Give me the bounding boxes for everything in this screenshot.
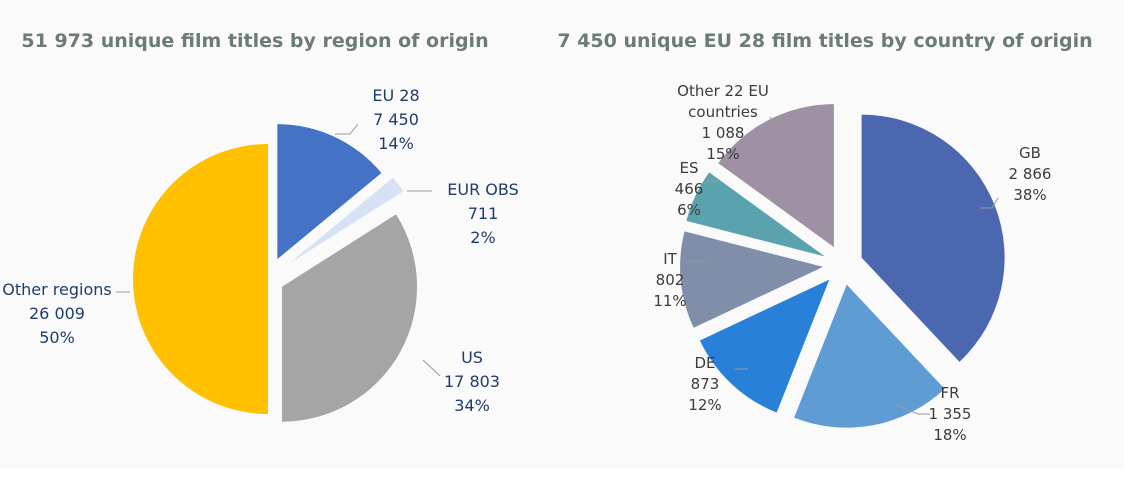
pie-regions: EU 28 7 450 14% EUR OBS 711 2% US 17 803 34% Othe… (2, 86, 519, 422)
slice-other-22-eu-countries (718, 104, 834, 248)
slice-it (680, 231, 824, 328)
data-label-eu-28-line: 14% (378, 134, 414, 153)
slice-es (686, 172, 825, 257)
data-label-eu-28: EU 28 7 450 14% (372, 86, 419, 153)
data-label-fr-line: 18% (933, 426, 966, 444)
data-label-other-22-eu-countries-line: 15% (706, 145, 739, 163)
slice-fr (794, 284, 945, 428)
data-label-it-line: 11% (653, 292, 686, 310)
data-label-other-regions: Other regions 26 009 50% (2, 280, 111, 347)
slice-de (699, 279, 830, 413)
data-label-de-line: 873 (691, 375, 720, 393)
data-label-us-line: US (461, 348, 483, 367)
data-label-other-regions-line: Other regions (2, 280, 111, 299)
data-label-eur-obs: EUR OBS 711 2% (447, 180, 518, 247)
data-label-gb-line: 2 866 (1009, 165, 1052, 183)
data-label-it-line: 802 (656, 271, 685, 289)
data-label-de: DE 873 12% (688, 354, 721, 414)
slice-us (282, 214, 418, 422)
data-label-eu-28-line: 7 450 (373, 110, 419, 129)
data-label-eur-obs-line: 711 (468, 204, 499, 223)
data-label-eu-28-line: EU 28 (372, 86, 419, 105)
data-label-gb: GB 2 866 38% (1009, 144, 1052, 204)
chart-title-regions: 51 973 unique film titles by region of o… (21, 30, 488, 52)
data-label-other-22-eu-countries-line: 1 088 (702, 124, 745, 142)
leader-line-other-22-eu-countries (769, 116, 790, 129)
data-label-other-22-eu-countries-line: countries (688, 103, 758, 121)
data-label-gb-line: 38% (1013, 186, 1046, 204)
data-label-us-line: 34% (454, 396, 490, 415)
data-label-de-line: 12% (688, 396, 721, 414)
data-label-us-line: 17 803 (444, 372, 500, 391)
data-label-gb-line: GB (1019, 144, 1041, 162)
data-label-eur-obs-line: 2% (470, 228, 495, 247)
leader-line-gb (980, 197, 999, 209)
data-label-it: IT 802 11% (653, 250, 686, 310)
data-label-es-line: 466 (675, 180, 704, 198)
data-label-es: ES 466 6% (675, 159, 704, 219)
leader-line-us (422, 359, 441, 377)
data-label-other-22-eu-countries: Other 22 EU countries 1 088 15% (677, 82, 769, 163)
data-label-it-line: IT (663, 250, 677, 268)
slice-other-regions (133, 144, 268, 414)
data-label-other-22-eu-countries-line: Other 22 EU (677, 82, 769, 100)
data-label-de-line: DE (694, 354, 715, 372)
data-label-fr: FR 1 355 18% (929, 384, 972, 444)
leader-line-eu-28 (335, 123, 359, 135)
data-label-eur-obs-line: EUR OBS (447, 180, 518, 199)
slice-gb (861, 114, 1005, 362)
data-label-fr-line: FR (940, 384, 959, 402)
data-label-us: US 17 803 34% (444, 348, 500, 415)
leader-line-fr (895, 404, 930, 415)
slice-eu-28 (277, 124, 382, 260)
data-label-es-line: 6% (677, 201, 701, 219)
data-label-other-regions-line: 50% (39, 328, 75, 347)
data-label-es-line: ES (680, 159, 699, 177)
data-label-fr-line: 1 355 (929, 405, 972, 423)
slice-eur-obs (289, 177, 404, 264)
chart-title-countries: 7 450 unique EU 28 film titles by countr… (557, 30, 1092, 52)
data-label-other-regions-line: 26 009 (29, 304, 85, 323)
pie-countries: GB 2 866 38% FR 1 355 18% DE 873 12% IT 802 11% ES 46… (653, 82, 1051, 444)
